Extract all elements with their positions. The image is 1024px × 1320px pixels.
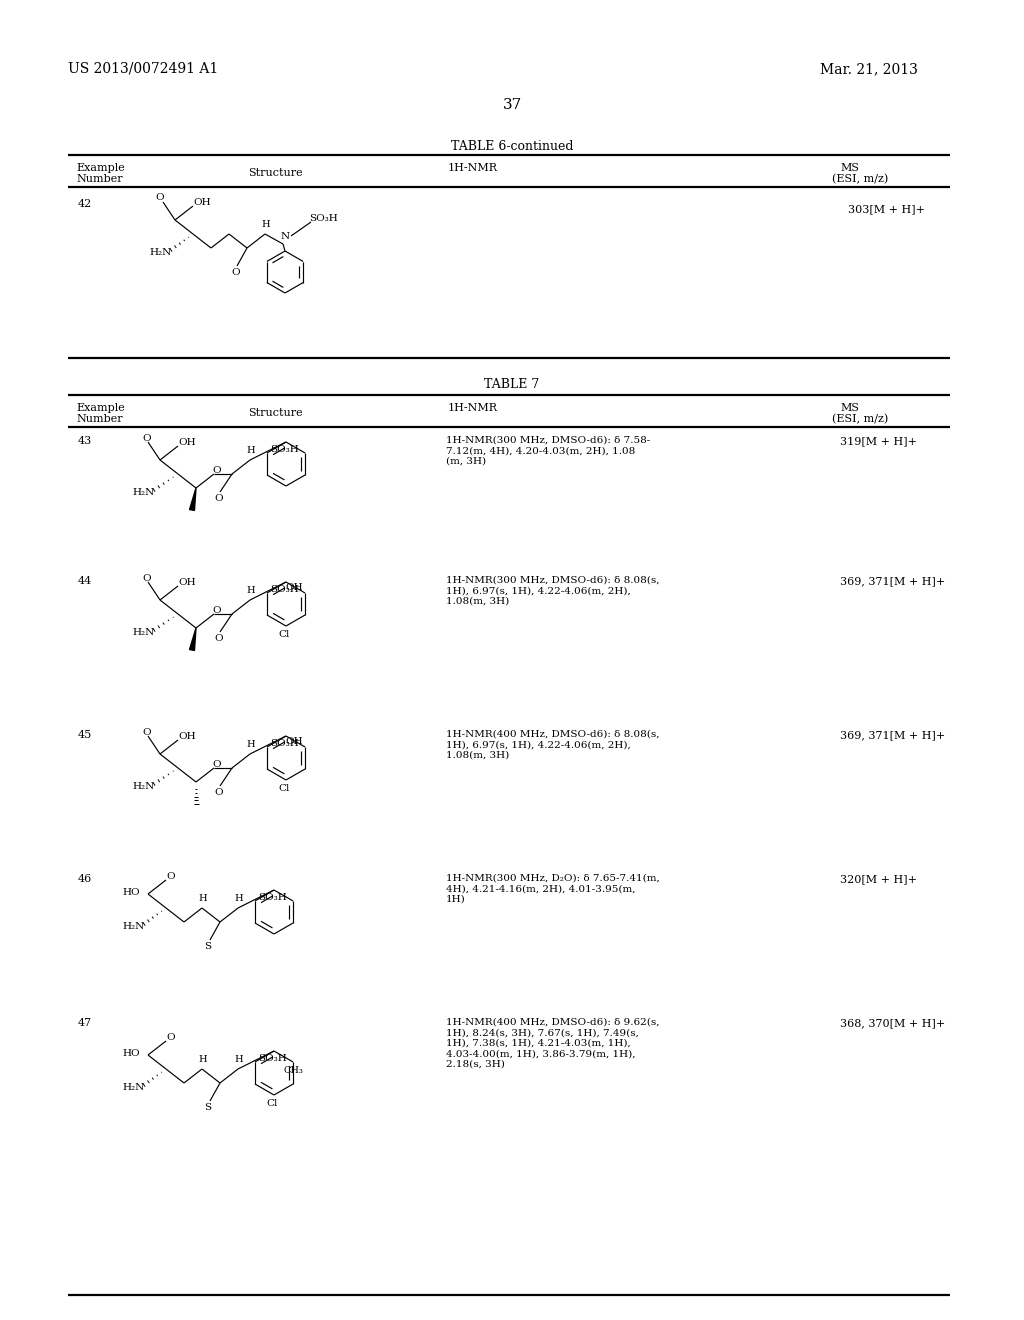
Text: Mar. 21, 2013: Mar. 21, 2013	[820, 62, 918, 77]
Text: O: O	[212, 606, 220, 615]
Text: 369, 371[M + H]+: 369, 371[M + H]+	[840, 576, 945, 586]
Text: TABLE 6-continued: TABLE 6-continued	[451, 140, 573, 153]
Text: O: O	[166, 1034, 175, 1041]
Text: 37: 37	[503, 98, 521, 112]
Text: H₂N: H₂N	[150, 248, 171, 257]
Text: Structure: Structure	[248, 408, 303, 418]
Text: S: S	[204, 942, 211, 950]
Text: 319[M + H]+: 319[M + H]+	[840, 436, 918, 446]
Text: O: O	[212, 466, 220, 475]
Text: OH: OH	[178, 733, 196, 741]
Text: H₂N: H₂N	[132, 488, 155, 498]
Text: H: H	[246, 446, 255, 455]
Text: 320[M + H]+: 320[M + H]+	[840, 874, 918, 884]
Text: 1H-NMR: 1H-NMR	[449, 162, 498, 173]
Text: HO: HO	[122, 888, 139, 898]
Text: 368, 370[M + H]+: 368, 370[M + H]+	[840, 1018, 945, 1028]
Text: 369, 371[M + H]+: 369, 371[M + H]+	[840, 730, 945, 741]
Text: H₂N: H₂N	[132, 781, 155, 791]
Text: OH: OH	[178, 578, 196, 587]
Text: CH₃: CH₃	[283, 1067, 303, 1074]
Text: O: O	[231, 268, 240, 277]
Text: 42: 42	[78, 199, 92, 209]
Text: SO₃H: SO₃H	[258, 1053, 287, 1063]
Text: HO: HO	[122, 1049, 139, 1059]
Text: 303[M + H]+: 303[M + H]+	[848, 205, 925, 214]
Text: H: H	[234, 1055, 243, 1064]
Text: H₂N: H₂N	[122, 921, 144, 931]
Text: O: O	[214, 494, 222, 503]
Text: H: H	[246, 741, 255, 748]
Text: OH: OH	[285, 737, 303, 746]
Text: Structure: Structure	[248, 168, 303, 178]
Text: 45: 45	[78, 730, 92, 741]
Text: Cl: Cl	[278, 630, 290, 639]
Text: SO₃H: SO₃H	[270, 445, 299, 454]
Text: H: H	[234, 894, 243, 903]
Text: O: O	[214, 788, 222, 797]
Text: O: O	[142, 574, 151, 583]
Text: 1H-NMR(400 MHz, DMSO-d6): δ 8.08(s,
1H), 6.97(s, 1H), 4.22-4.06(m, 2H),
1.08(m, : 1H-NMR(400 MHz, DMSO-d6): δ 8.08(s, 1H),…	[446, 730, 659, 760]
Text: H₂N: H₂N	[122, 1082, 144, 1092]
Text: 44: 44	[78, 576, 92, 586]
Polygon shape	[189, 628, 196, 651]
Text: O: O	[166, 873, 175, 880]
Text: S: S	[204, 1104, 211, 1111]
Text: N: N	[281, 232, 290, 242]
Text: H: H	[246, 586, 255, 595]
Text: Example: Example	[76, 162, 125, 173]
Text: 46: 46	[78, 874, 92, 884]
Text: O: O	[155, 193, 164, 202]
Text: 1H-NMR: 1H-NMR	[449, 403, 498, 413]
Text: OH: OH	[193, 198, 211, 207]
Text: Number: Number	[76, 174, 123, 183]
Text: (ESI, m/z): (ESI, m/z)	[831, 414, 888, 424]
Text: Cl: Cl	[278, 784, 290, 793]
Text: 1H-NMR(400 MHz, DMSO-d6): δ 9.62(s,
1H), 8.24(s, 3H), 7.67(s, 1H), 7.49(s,
1H), : 1H-NMR(400 MHz, DMSO-d6): δ 9.62(s, 1H),…	[446, 1018, 659, 1069]
Text: O: O	[142, 434, 151, 444]
Text: 43: 43	[78, 436, 92, 446]
Text: 1H-NMR(300 MHz, DMSO-d6): δ 7.58-
7.12(m, 4H), 4.20-4.03(m, 2H), 1.08
(m, 3H): 1H-NMR(300 MHz, DMSO-d6): δ 7.58- 7.12(m…	[446, 436, 650, 466]
Text: Number: Number	[76, 414, 123, 424]
Text: H: H	[261, 220, 269, 228]
Text: OH: OH	[285, 583, 303, 591]
Text: SO₃H: SO₃H	[309, 214, 338, 223]
Text: OH: OH	[178, 438, 196, 447]
Text: SO₃H: SO₃H	[270, 585, 299, 594]
Text: O: O	[214, 634, 222, 643]
Text: 1H-NMR(300 MHz, DMSO-d6): δ 8.08(s,
1H), 6.97(s, 1H), 4.22-4.06(m, 2H),
1.08(m, : 1H-NMR(300 MHz, DMSO-d6): δ 8.08(s, 1H),…	[446, 576, 659, 606]
Text: Example: Example	[76, 403, 125, 413]
Text: 1H-NMR(300 MHz, D₂O): δ 7.65-7.41(m,
4H), 4.21-4.16(m, 2H), 4.01-3.95(m,
1H): 1H-NMR(300 MHz, D₂O): δ 7.65-7.41(m, 4H)…	[446, 874, 659, 904]
Text: O: O	[212, 760, 220, 770]
Text: Cl: Cl	[266, 1100, 278, 1107]
Text: MS: MS	[840, 403, 859, 413]
Text: 47: 47	[78, 1018, 92, 1028]
Text: H: H	[198, 1055, 207, 1064]
Text: SO₃H: SO₃H	[258, 894, 287, 902]
Text: TABLE 7: TABLE 7	[484, 378, 540, 391]
Text: MS: MS	[840, 162, 859, 173]
Text: (ESI, m/z): (ESI, m/z)	[831, 174, 888, 185]
Polygon shape	[189, 488, 196, 511]
Text: H₂N: H₂N	[132, 628, 155, 638]
Text: H: H	[198, 894, 207, 903]
Text: SO₃H: SO₃H	[270, 739, 299, 748]
Text: O: O	[142, 729, 151, 737]
Text: US 2013/0072491 A1: US 2013/0072491 A1	[68, 62, 218, 77]
